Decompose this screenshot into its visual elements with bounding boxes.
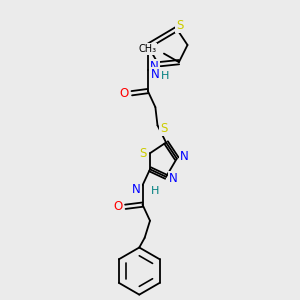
Text: S: S bbox=[176, 19, 184, 32]
Text: N: N bbox=[169, 172, 178, 185]
Text: S: S bbox=[139, 147, 146, 160]
Text: N: N bbox=[151, 68, 160, 82]
Text: CH₃: CH₃ bbox=[138, 44, 156, 54]
Text: O: O bbox=[120, 87, 129, 100]
Text: H: H bbox=[151, 186, 159, 196]
Text: N: N bbox=[150, 60, 159, 73]
Text: O: O bbox=[113, 200, 122, 213]
Text: N: N bbox=[180, 150, 189, 163]
Text: N: N bbox=[132, 183, 140, 196]
Text: S: S bbox=[160, 122, 168, 135]
Text: H: H bbox=[161, 71, 169, 81]
